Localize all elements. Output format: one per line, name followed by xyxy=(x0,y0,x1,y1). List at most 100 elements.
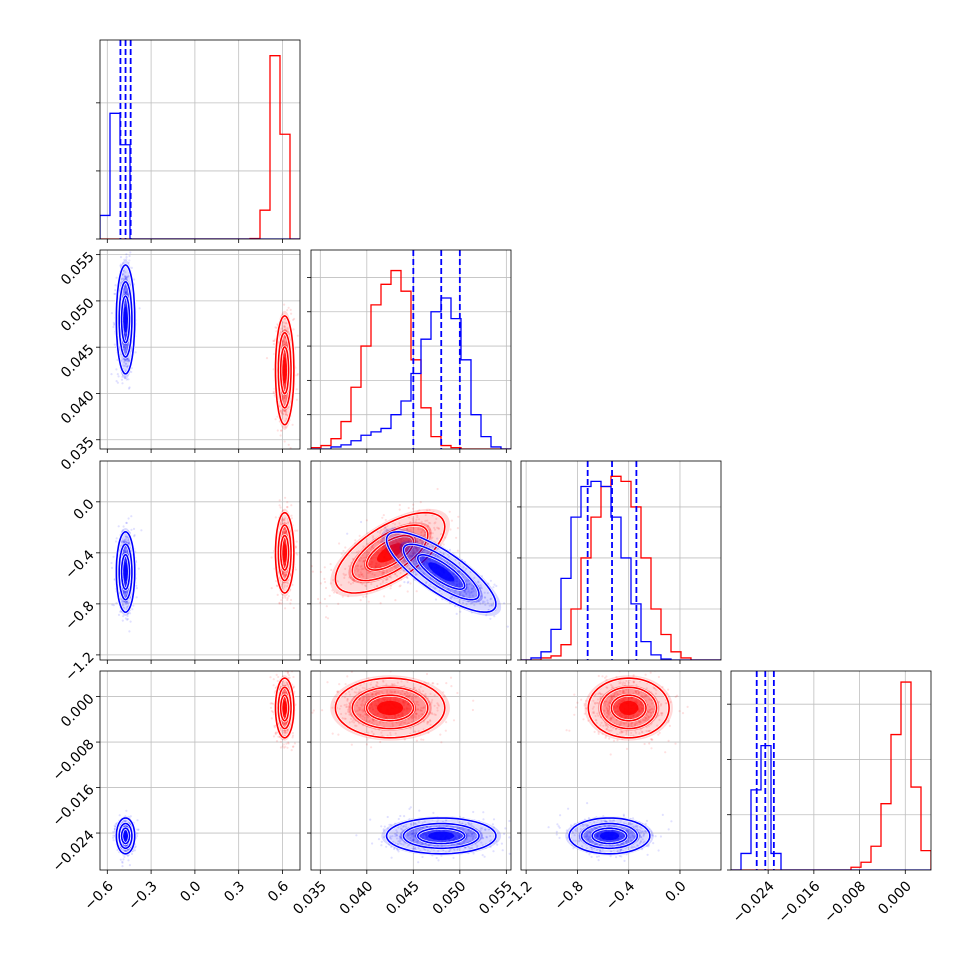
sample-point xyxy=(285,581,289,584)
sample-point xyxy=(477,584,480,588)
sample-point xyxy=(119,263,122,266)
sample-point xyxy=(468,590,471,593)
sample-point xyxy=(121,619,124,622)
sample-point xyxy=(481,601,484,604)
sample-point xyxy=(351,557,354,561)
sample-point xyxy=(347,595,350,598)
sample-point xyxy=(293,685,296,688)
sample-point xyxy=(323,597,326,601)
sample-point xyxy=(123,591,126,594)
sample-point xyxy=(348,565,351,568)
sample-point xyxy=(284,721,287,724)
sample-point xyxy=(280,327,283,330)
sample-point xyxy=(343,576,346,580)
sample-point xyxy=(113,343,116,346)
sample-point xyxy=(284,531,287,535)
sample-point xyxy=(275,326,278,329)
sample-point xyxy=(121,540,124,543)
sample-point xyxy=(324,580,327,584)
sample-point xyxy=(419,501,422,504)
panel-frame xyxy=(99,460,301,661)
sample-point xyxy=(122,525,125,528)
sample-point xyxy=(434,598,438,601)
panel-content xyxy=(110,496,299,633)
sample-point xyxy=(391,526,394,529)
sample-point xyxy=(286,521,289,524)
sample-point xyxy=(283,746,286,749)
sample-point xyxy=(274,516,277,519)
sample-point xyxy=(493,583,496,586)
sample-point xyxy=(122,540,125,543)
sample-point xyxy=(434,587,437,590)
sample-point xyxy=(353,569,357,572)
sample-point xyxy=(414,571,417,574)
sample-point xyxy=(384,526,387,530)
sample-point xyxy=(292,328,295,331)
sample-point xyxy=(286,683,290,687)
sample-point xyxy=(295,540,298,543)
sample-point xyxy=(279,333,282,336)
sample-point xyxy=(127,538,130,542)
sample-point xyxy=(115,368,118,371)
sample-point xyxy=(421,540,424,543)
sample-point xyxy=(124,547,127,550)
sample-point xyxy=(413,550,416,553)
sample-point xyxy=(127,261,130,264)
sample-point xyxy=(487,582,490,585)
sample-point xyxy=(340,552,343,556)
sample-point xyxy=(445,561,448,564)
sample-point xyxy=(127,541,130,545)
sample-point xyxy=(359,573,362,576)
sample-point xyxy=(285,398,288,401)
sample-point xyxy=(415,573,419,576)
sample-point xyxy=(291,423,294,426)
sample-point xyxy=(407,580,410,583)
sample-point xyxy=(420,530,423,534)
sample-point xyxy=(343,574,346,577)
density-fill-series-1 xyxy=(282,357,287,384)
sample-point xyxy=(394,566,397,569)
sample-point xyxy=(361,573,364,576)
sample-point xyxy=(125,349,128,352)
sample-point xyxy=(359,581,363,584)
sample-point xyxy=(123,275,126,278)
sample-point xyxy=(119,610,122,613)
sample-point xyxy=(364,585,367,588)
sample-point xyxy=(492,601,495,605)
sample-point xyxy=(283,326,287,329)
sample-point xyxy=(428,535,431,538)
sample-point xyxy=(287,595,290,598)
sample-point xyxy=(390,584,393,588)
sample-point xyxy=(283,527,286,530)
sample-point xyxy=(458,562,461,565)
sample-point xyxy=(459,610,462,613)
sample-point xyxy=(123,287,126,290)
contour-line-series-2 xyxy=(118,543,133,601)
sample-point xyxy=(398,508,401,511)
sample-point xyxy=(423,533,426,537)
sample-point xyxy=(289,447,292,449)
sample-point xyxy=(284,684,287,687)
sample-point xyxy=(328,594,331,597)
sample-point xyxy=(290,312,293,315)
sample-point xyxy=(115,537,118,540)
sample-point xyxy=(291,745,295,748)
sample-point xyxy=(275,584,279,587)
sample-point xyxy=(483,591,486,594)
sample-point xyxy=(416,516,419,519)
sample-point xyxy=(124,351,127,354)
sample-point xyxy=(415,547,418,550)
sample-point xyxy=(480,575,484,578)
sample-point xyxy=(465,580,468,583)
sample-point xyxy=(283,585,286,589)
sample-point xyxy=(278,601,281,605)
scatter-panel-3-2 xyxy=(307,460,512,664)
sample-point xyxy=(125,603,128,606)
sample-point xyxy=(490,604,493,607)
panel-content xyxy=(112,671,297,868)
sample-point xyxy=(124,535,127,538)
sample-point xyxy=(284,530,287,534)
sample-point xyxy=(367,571,370,575)
sample-point xyxy=(473,604,476,607)
sample-point xyxy=(373,573,376,577)
